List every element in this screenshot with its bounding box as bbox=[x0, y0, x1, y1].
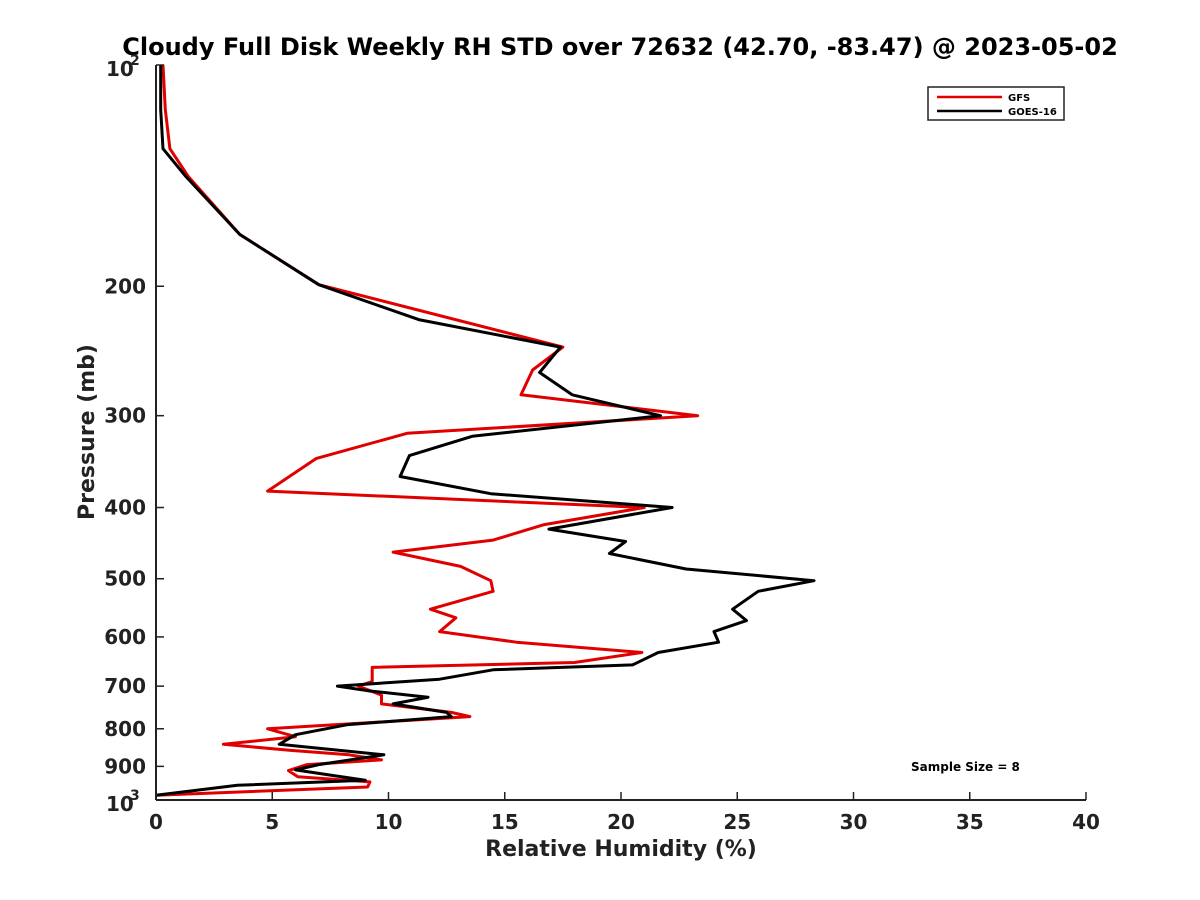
y-tick-label: 500 bbox=[104, 567, 146, 591]
y-tick-label: 800 bbox=[104, 717, 146, 741]
x-axis-ticks: 0 5 10 15 20 25 30 35 40 bbox=[149, 792, 1100, 834]
y-axis-label: Pressure (mb) bbox=[75, 344, 100, 520]
y-tick-label: 700 bbox=[104, 674, 146, 698]
y-tick-label: 900 bbox=[104, 754, 146, 778]
x-tick-label: 20 bbox=[607, 810, 635, 834]
chart-title: Cloudy Full Disk Weekly RH STD over 7263… bbox=[122, 33, 1118, 61]
y-tick-label: 10 bbox=[106, 792, 134, 816]
legend-label-gfs: GFS bbox=[1008, 93, 1030, 104]
x-tick-label: 0 bbox=[149, 810, 163, 834]
y-tick-label-exponent: 2 bbox=[130, 53, 140, 69]
y-tick-label-exponent: 3 bbox=[130, 788, 140, 804]
legend: GFS GOES-16 bbox=[927, 86, 1065, 121]
x-tick-label: 15 bbox=[491, 810, 519, 834]
series-line-gfs bbox=[155, 64, 700, 797]
y-tick-label: 400 bbox=[104, 496, 146, 520]
series-line-goes16 bbox=[155, 65, 816, 797]
x-tick-label: 35 bbox=[956, 810, 984, 834]
legend-box bbox=[927, 86, 1065, 121]
x-tick-label: 10 bbox=[375, 810, 403, 834]
x-tick-label: 30 bbox=[840, 810, 868, 834]
y-tick-label: 200 bbox=[104, 274, 146, 298]
legend-label-goes16: GOES-16 bbox=[1008, 107, 1057, 118]
y-tick-label: 300 bbox=[104, 404, 146, 428]
y-tick-label: 10 bbox=[106, 57, 134, 81]
x-tick-label: 40 bbox=[1072, 810, 1100, 834]
plot-area bbox=[155, 64, 816, 797]
x-axis-label: Relative Humidity (%) bbox=[485, 837, 757, 862]
x-tick-label: 25 bbox=[723, 810, 751, 834]
x-tick-label: 5 bbox=[265, 810, 279, 834]
sample-size-annotation: Sample Size = 8 bbox=[911, 760, 1020, 774]
y-tick-label: 600 bbox=[104, 625, 146, 649]
